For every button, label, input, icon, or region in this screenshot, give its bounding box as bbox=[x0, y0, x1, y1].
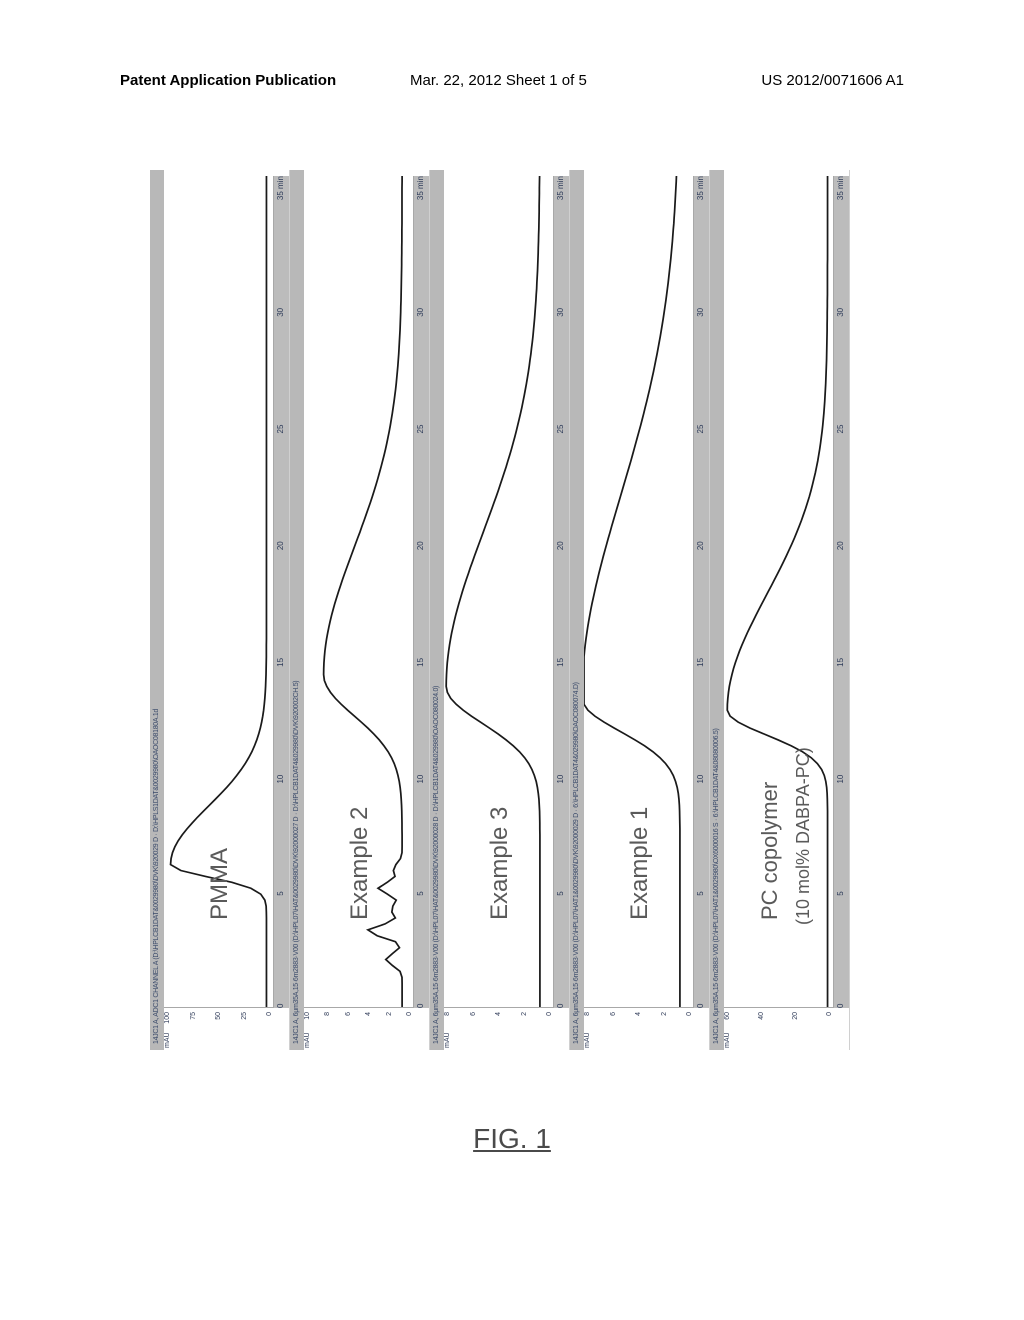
x-tick: 30 bbox=[694, 308, 709, 317]
x-tick: 30 bbox=[834, 308, 849, 317]
y-tick: 10 bbox=[304, 1008, 311, 1050]
panel-header-strip: 14JC1 A, 6μm35A,15·6m2883·V00 (D:\HPL07\… bbox=[290, 170, 304, 1050]
y-axis: 02468 10 bbox=[304, 1008, 413, 1050]
x-tick: 20 bbox=[414, 541, 429, 550]
y-tick: 4 bbox=[365, 1008, 372, 1050]
y-tick: 4 bbox=[495, 1008, 502, 1050]
panel-label: PC copolymer bbox=[757, 782, 783, 920]
panel-label: Example 3 bbox=[486, 807, 514, 920]
x-tick: 5 bbox=[274, 891, 289, 895]
y-tick: 8 bbox=[444, 1008, 451, 1050]
x-tick: 0 bbox=[694, 1004, 709, 1008]
y-tick: 0 bbox=[546, 1008, 553, 1050]
y-tick: 8 bbox=[584, 1008, 591, 1050]
x-tick: 10 bbox=[414, 775, 429, 784]
y-axis: 02468 bbox=[444, 1008, 553, 1050]
y-tick: 75 bbox=[190, 1008, 197, 1050]
x-tick: 10 bbox=[834, 775, 849, 784]
y-tick: 8 bbox=[324, 1008, 331, 1050]
y-tick: 2 bbox=[521, 1008, 528, 1050]
x-tick: 0 bbox=[834, 1004, 849, 1008]
y-axis: 0 25 50 75 100 bbox=[164, 1008, 273, 1050]
y-tick: 2 bbox=[386, 1008, 393, 1050]
x-tick: 0 bbox=[554, 1004, 569, 1008]
x-tick: 35 min bbox=[694, 176, 709, 200]
x-tick: 15 bbox=[694, 658, 709, 667]
y-tick: 6 bbox=[470, 1008, 477, 1050]
x-tick: 10 bbox=[554, 775, 569, 784]
x-tick: 35 min bbox=[414, 176, 429, 200]
y-axis: 02468 bbox=[584, 1008, 693, 1050]
x-tick: 5 bbox=[694, 891, 709, 895]
y-tick: 0 bbox=[406, 1008, 413, 1050]
y-tick: 4 bbox=[635, 1008, 642, 1050]
chromatogram-panel: 14JC1 A, 6μm35A,15·6m2883·V00 (D:\HPL07\… bbox=[430, 170, 570, 1050]
y-tick: 2 bbox=[661, 1008, 668, 1050]
x-axis: 0 5 10 15 20 25 30 35 min bbox=[553, 176, 569, 1008]
x-tick: 30 bbox=[554, 308, 569, 317]
y-tick: 0 bbox=[826, 1008, 833, 1050]
y-tick: 100 bbox=[164, 1008, 171, 1050]
header-right: US 2012/0071606 A1 bbox=[761, 72, 904, 89]
panel-label: Example 2 bbox=[346, 807, 374, 920]
x-axis: 0 5 10 15 20 25 30 35 min bbox=[273, 176, 289, 1008]
y-tick: 25 bbox=[241, 1008, 248, 1050]
chromatogram-panel: 14JC1 A, 6μm35A,15·6m2883·V00 (D:\HPL07\… bbox=[710, 170, 850, 1050]
panel-header-strip: 14JC1 A, 6μm35A,15·6m2883·V00 (D:\HPL07\… bbox=[570, 170, 584, 1050]
x-tick: 10 bbox=[274, 775, 289, 784]
panel-header-strip: 14JC1 A, 6μm35A,15·6m2883·V00 (D:\HPL07\… bbox=[430, 170, 444, 1050]
x-tick: 20 bbox=[694, 541, 709, 550]
x-tick: 10 bbox=[694, 775, 709, 784]
x-tick: 30 bbox=[274, 308, 289, 317]
y-tick: 50 bbox=[215, 1008, 222, 1050]
x-tick: 20 bbox=[554, 541, 569, 550]
header-middle: Mar. 22, 2012 Sheet 1 of 5 bbox=[410, 72, 587, 89]
x-tick: 35 min bbox=[554, 176, 569, 200]
chromatogram-panel: 14JC1 A, 6μm35A,15·6m2883·V00 (D:\HPL07\… bbox=[570, 170, 710, 1050]
x-tick: 15 bbox=[274, 658, 289, 667]
x-tick: 35 min bbox=[834, 176, 849, 200]
panel-header-strip: 14JC1 A, ADC1 CHANNEL A (D:\HPLCB1DAT&00… bbox=[150, 170, 164, 1050]
x-tick: 15 bbox=[414, 658, 429, 667]
x-tick: 20 bbox=[274, 541, 289, 550]
x-tick: 15 bbox=[834, 658, 849, 667]
y-tick: 40 bbox=[758, 1008, 765, 1050]
x-tick: 25 bbox=[414, 425, 429, 434]
y-tick: 6 bbox=[610, 1008, 617, 1050]
x-tick: 30 bbox=[414, 308, 429, 317]
figure-caption: FIG. 1 bbox=[0, 1123, 1024, 1155]
y-tick: 6 bbox=[345, 1008, 352, 1050]
figure-area: 14JC1 A, ADC1 CHANNEL A (D:\HPLCB1DAT&00… bbox=[60, 260, 940, 960]
x-tick: 20 bbox=[834, 541, 849, 550]
x-tick: 0 bbox=[414, 1004, 429, 1008]
panel-sublabel: (10 mol% DABPA-PC) bbox=[793, 747, 814, 925]
x-tick: 0 bbox=[274, 1004, 289, 1008]
x-tick: 5 bbox=[414, 891, 429, 895]
y-tick: 0 bbox=[266, 1008, 273, 1050]
x-tick: 15 bbox=[554, 658, 569, 667]
x-tick: 25 bbox=[834, 425, 849, 434]
x-axis: 0 5 10 15 20 25 30 35 min bbox=[413, 176, 429, 1008]
x-tick: 5 bbox=[554, 891, 569, 895]
x-axis: 0 5 10 15 20 25 30 35 min bbox=[833, 176, 849, 1008]
chromatogram-panel: 14JC1 A, ADC1 CHANNEL A (D:\HPLCB1DAT&00… bbox=[150, 170, 290, 1050]
y-tick: 0 bbox=[686, 1008, 693, 1050]
x-tick: 35 min bbox=[274, 176, 289, 200]
x-tick: 25 bbox=[694, 425, 709, 434]
panel-header-strip: 14JC1 A, 6μm35A,15·6m2883·V00 (D:\HPL07\… bbox=[710, 170, 724, 1050]
chromatogram-panel: 14JC1 A, 6μm35A,15·6m2883·V00 (D:\HPL07\… bbox=[290, 170, 430, 1050]
x-axis: 0 5 10 15 20 25 30 35 min bbox=[693, 176, 709, 1008]
panel-label: PMMA bbox=[206, 848, 234, 920]
panel-stack: 14JC1 A, ADC1 CHANNEL A (D:\HPLCB1DAT&00… bbox=[150, 170, 850, 1050]
header-left: Patent Application Publication bbox=[120, 72, 336, 89]
y-tick: 60 bbox=[724, 1008, 731, 1050]
x-tick: 25 bbox=[554, 425, 569, 434]
panel-label: Example 1 bbox=[626, 807, 654, 920]
y-tick: 20 bbox=[792, 1008, 799, 1050]
y-axis: 0 20 40 60 bbox=[724, 1008, 833, 1050]
x-tick: 25 bbox=[274, 425, 289, 434]
x-tick: 5 bbox=[834, 891, 849, 895]
